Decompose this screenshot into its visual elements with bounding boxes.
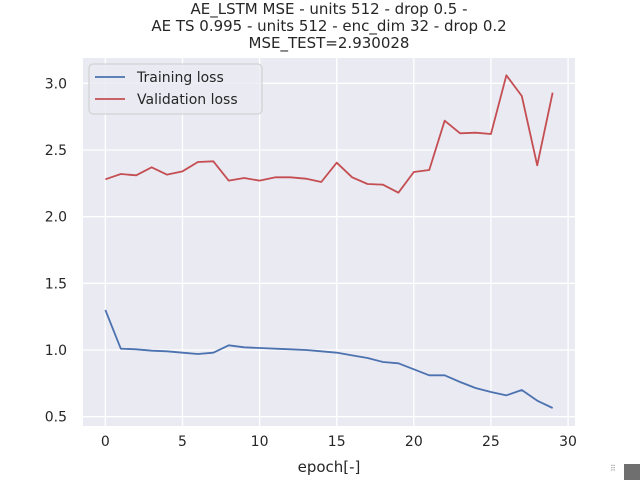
y-tick-label: 3.0 [45, 76, 67, 92]
title-line-3: MSE_TEST=2.930028 [249, 34, 410, 53]
x-tick-label: 30 [559, 434, 577, 450]
x-tick-label: 15 [328, 434, 346, 450]
y-tick-label: 1.5 [45, 276, 67, 292]
series-line-validation-loss [105, 74, 554, 194]
x-tick-label: 5 [178, 434, 187, 450]
y-tick-label: 2.5 [45, 143, 67, 159]
corner-square-icon [624, 464, 640, 480]
plot-area [83, 58, 575, 426]
x-tick-label: 10 [251, 434, 269, 450]
chart-title: AE_LSTM MSE - units 512 - drop 0.5 - AE … [151, 0, 506, 53]
x-tick-label: 20 [405, 434, 423, 450]
series-lines [104, 74, 554, 409]
title-line-2: AE TS 0.995 - units 512 - enc_dim 32 - d… [151, 17, 506, 36]
x-axis-label: epoch[-] [298, 458, 361, 476]
y-axis-ticks: 0.5 1.0 1.5 2.0 2.5 3.0 [45, 76, 67, 425]
title-line-1: AE_LSTM MSE - units 512 - drop 0.5 - [191, 0, 468, 19]
x-axis-ticks: 0 5 10 15 20 25 30 [101, 434, 577, 450]
legend-box [88, 63, 263, 115]
x-tick-label: 0 [101, 434, 110, 450]
legend-label: Training loss [136, 70, 224, 86]
y-tick-label: 1.0 [45, 343, 67, 359]
grid-lines [83, 58, 575, 426]
legend: Training loss Validation loss [88, 63, 263, 115]
y-tick-label: 2.0 [45, 210, 67, 226]
legend-label: Validation loss [137, 92, 238, 108]
y-tick-label: 0.5 [45, 410, 67, 426]
x-tick-label: 25 [482, 434, 500, 450]
resize-grip-icon: ⠿ [610, 464, 616, 473]
series-line-training-loss [104, 309, 554, 409]
